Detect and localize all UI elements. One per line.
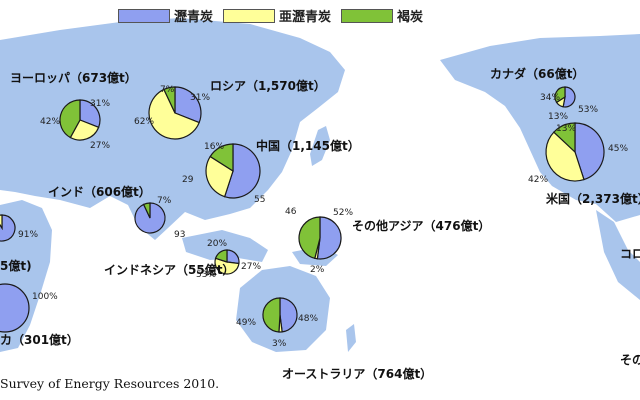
- legend-item-bituminous: 瀝青炭: [118, 6, 213, 25]
- pct-indonesia-subbituminous: 53%: [196, 270, 217, 280]
- pie-africa: [0, 283, 30, 333]
- label-indonesia: インドネシア（55億t）: [104, 263, 235, 277]
- pct-europe-subbituminous: 27%: [90, 141, 111, 151]
- pct-indonesia-lignite: 20%: [207, 239, 228, 249]
- label-other-asia: その他アジア（476億t）: [352, 219, 491, 233]
- legend-label-subbituminous: 亜瀝青炭: [279, 10, 332, 25]
- pie-slice-australia-lignite: [262, 297, 281, 333]
- pie-slice-russia-subbituminous: [148, 88, 200, 140]
- land-central-america: [596, 210, 640, 300]
- pct-europe-lignite: 42%: [40, 117, 61, 127]
- label-canada: カナダ（66億t）: [490, 67, 585, 81]
- pct-africa-bituminous: 100%: [32, 292, 58, 302]
- label-australia: オーストラリア（764億t）: [282, 367, 433, 381]
- pie-slice-usa-lignite: [553, 122, 576, 154]
- pie-russia: [148, 86, 202, 140]
- pct-australia-bituminous: 48%: [298, 314, 319, 324]
- pie-slice-china-subbituminous: [205, 155, 234, 198]
- pct-india-bituminous: 93: [174, 230, 186, 240]
- pie-slice-india-lignite: [142, 202, 151, 219]
- pie-slice-canada-bituminous: [562, 86, 576, 108]
- pct-middle-east-bituminous: 91%: [18, 230, 39, 240]
- pct-china-lignite: 16%: [204, 142, 225, 152]
- pie-other_asia: [298, 216, 342, 260]
- pie-canada: [554, 86, 576, 108]
- legend-label-lignite: 褐炭: [397, 10, 424, 25]
- pie-slice-usa-bituminous: [574, 122, 605, 181]
- label-india: インド（606億t）: [48, 185, 151, 199]
- pct-usa-lignite: 13%: [556, 124, 577, 134]
- pct-russia-lignite: 7%: [160, 85, 175, 95]
- pct-russia-bituminous: 31%: [190, 93, 211, 103]
- pie-slice-other_asia-lignite: [298, 216, 321, 260]
- pie-slice-australia-bituminous: [279, 297, 298, 333]
- pct-other-asia-subbituminous: 2%: [310, 265, 325, 275]
- pie-slice-middle_east-bituminous: [0, 214, 16, 242]
- pie-australia: [262, 297, 298, 333]
- pct-china-subbituminous: 29: [182, 175, 194, 185]
- pct-indonesia-bituminous: 27%: [241, 262, 262, 272]
- pie-slice-russia-bituminous: [174, 86, 202, 124]
- pct-canada-bituminous: 53%: [578, 105, 599, 115]
- pie-slice-china-lignite: [209, 143, 234, 173]
- land-new-zealand: [346, 324, 356, 352]
- pie-slice-canada-lignite: [554, 86, 566, 104]
- pie-slice-indonesia-lignite: [214, 249, 228, 263]
- pct-usa-subbituminous: 42%: [528, 175, 549, 185]
- pct-australia-subbituminous: 3%: [272, 339, 287, 349]
- label-europe: ヨーロッパ（673億t）: [10, 71, 137, 85]
- pie-europe: [59, 99, 101, 141]
- label-china: 中国（1,145億t）: [256, 139, 360, 153]
- pct-other-asia-lignite: 46: [285, 207, 297, 217]
- pie-slice-africa-bituminous: [0, 283, 30, 333]
- pie-slice-indonesia-subbituminous: [214, 257, 240, 275]
- pie-slice-europe-bituminous: [79, 99, 101, 129]
- legend: 瀝青炭 亜瀝青炭 褐炭: [118, 6, 423, 25]
- pie-india: [134, 202, 166, 234]
- land-japan: [310, 126, 330, 166]
- legend-item-subbituminous: 亜瀝青炭: [223, 6, 331, 25]
- pct-china-bituminous: 55: [254, 195, 266, 205]
- pct-canada-subbituminous: 13%: [548, 112, 569, 122]
- legend-swatch-subbituminous: [223, 8, 276, 23]
- pie-slice-usa-subbituminous: [545, 131, 585, 182]
- legend-swatch-lignite: [341, 8, 394, 23]
- source-note: Survey of Energy Resources 2010.: [0, 376, 220, 391]
- pct-other-asia-bituminous: 52%: [333, 208, 354, 218]
- label-fragment-colombia: コロ: [620, 247, 640, 261]
- legend-label-bituminous: 瀝青炭: [174, 10, 214, 25]
- pie-slice-middle_east-subbituminous: [0, 214, 3, 231]
- label-usa: 米国（2,373億t）: [546, 192, 640, 206]
- legend-item-lignite: 褐炭: [341, 6, 423, 25]
- pie-china: [205, 143, 261, 199]
- pct-europe-bituminous: 31%: [90, 99, 111, 109]
- pct-canada-lignite: 34%: [540, 93, 561, 103]
- pct-india-lignite: 7%: [157, 196, 172, 206]
- pie-slice-europe-lignite: [59, 99, 81, 139]
- pie-charts: [0, 86, 605, 333]
- label-fragment-other: その: [620, 353, 640, 367]
- pie-middle_east: [0, 214, 16, 242]
- pct-russia-subbituminous: 62%: [134, 117, 155, 127]
- legend-swatch-bituminous: [118, 8, 170, 23]
- pct-usa-bituminous: 45%: [608, 144, 629, 154]
- pct-australia-lignite: 49%: [236, 318, 257, 328]
- pie-slice-russia-lignite: [163, 86, 176, 114]
- pie-slice-other_asia-bituminous: [316, 216, 342, 260]
- land-indonesia: [182, 230, 268, 262]
- pie-indonesia: [214, 249, 240, 275]
- label-africa: カ（301億t）: [0, 333, 79, 347]
- label-fragment-middle-east: 5億t): [0, 259, 32, 273]
- pie-usa: [545, 122, 605, 182]
- label-russia: ロシア（1,570億t）: [210, 79, 326, 93]
